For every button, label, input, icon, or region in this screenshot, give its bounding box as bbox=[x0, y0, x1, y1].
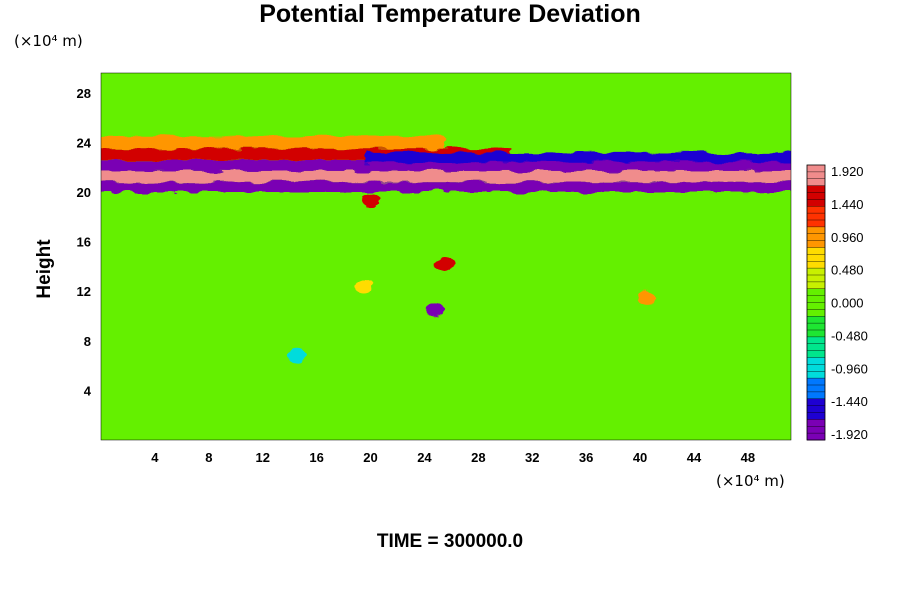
colorbar-segment bbox=[807, 199, 825, 207]
colorbar-segment bbox=[807, 302, 825, 310]
x-tick-label: 44 bbox=[687, 450, 702, 465]
colorbar-tick-label: -0.960 bbox=[831, 361, 868, 376]
colorbar-segment bbox=[807, 350, 825, 358]
colorbar-segment bbox=[807, 247, 825, 255]
colorbar-segment bbox=[807, 426, 825, 434]
y-tick-label: 12 bbox=[77, 284, 91, 299]
y-tick-label: 24 bbox=[77, 135, 92, 150]
x-tick-label: 16 bbox=[309, 450, 323, 465]
colorbar-segment bbox=[807, 171, 825, 180]
colorbar-segment bbox=[807, 240, 825, 248]
y-tick-label: 20 bbox=[77, 185, 91, 200]
colorbar-segment bbox=[807, 233, 825, 242]
x-axis-ticks: 4 8 12 16 20 24 28 32 36 40 44 48 bbox=[151, 450, 755, 465]
colorbar-tick-label: -1.440 bbox=[831, 394, 868, 409]
colorbar-segment bbox=[807, 330, 825, 338]
colorbar: 1.920 1.440 0.960 0.480 0.000 -0.480 -0.960 -1.… bbox=[806, 164, 868, 442]
heatmap-clip bbox=[101, 73, 791, 440]
y-tick-label: 16 bbox=[77, 235, 91, 250]
colorbar-segment bbox=[807, 405, 825, 413]
y-axis-ticks: 4 8 12 16 20 24 28 bbox=[77, 86, 92, 399]
heatmap-band bbox=[101, 159, 791, 171]
colorbar-segment bbox=[807, 268, 825, 276]
colorbar-segment bbox=[807, 433, 825, 441]
heatmap-blob bbox=[287, 348, 306, 363]
heatmap-area bbox=[100, 72, 792, 441]
colorbar-segment bbox=[807, 385, 825, 393]
colorbar-segment bbox=[807, 288, 825, 297]
heatmap-band bbox=[364, 152, 791, 163]
y-axis-unit: (×10⁴ m) bbox=[14, 32, 83, 50]
heatmap-background bbox=[101, 73, 791, 440]
colorbar-segment bbox=[807, 254, 825, 262]
x-tick-label: 4 bbox=[151, 450, 159, 465]
heatmap-blob bbox=[354, 278, 373, 293]
colorbar-segment bbox=[807, 309, 825, 317]
colorbar-segment bbox=[807, 412, 825, 420]
colorbar-segment bbox=[807, 185, 825, 193]
colorbar-segment bbox=[807, 226, 825, 235]
x-tick-label: 12 bbox=[255, 450, 269, 465]
colorbar-segment bbox=[807, 398, 825, 407]
colorbar-segment bbox=[807, 206, 825, 214]
chart-title: Potential Temperature Deviation bbox=[259, 0, 641, 28]
plot-frame bbox=[100, 72, 792, 441]
heatmap-band bbox=[101, 170, 791, 183]
colorbar-segment bbox=[807, 323, 825, 331]
x-tick-label: 40 bbox=[633, 450, 647, 465]
x-tick-label: 20 bbox=[363, 450, 377, 465]
colorbar-segment bbox=[807, 419, 825, 427]
x-axis-unit: (×10⁴ m) bbox=[716, 472, 785, 490]
y-tick-label: 8 bbox=[84, 334, 91, 349]
colorbar-segment bbox=[807, 336, 825, 345]
time-label: TIME = 300000.0 bbox=[376, 531, 524, 552]
colorbar-frame bbox=[806, 164, 826, 441]
heatmap-band bbox=[101, 136, 444, 149]
colorbar-segment bbox=[807, 178, 825, 187]
colorbar-tick-label: 1.920 bbox=[831, 164, 864, 179]
colorbar-tick-label: 0.000 bbox=[831, 296, 864, 311]
colorbar-tick-label: -0.480 bbox=[831, 328, 868, 343]
colorbar-segment bbox=[807, 261, 825, 269]
x-tick-label: 32 bbox=[525, 450, 539, 465]
colorbar-segment bbox=[807, 343, 825, 352]
heatmap-blob bbox=[435, 256, 454, 271]
colorbar-segment bbox=[807, 364, 825, 372]
colorbar-tick-label: 1.440 bbox=[831, 197, 864, 212]
x-tick-label: 24 bbox=[417, 450, 432, 465]
colorbar-segment bbox=[807, 391, 825, 400]
x-tick-label: 8 bbox=[205, 450, 212, 465]
x-tick-label: 48 bbox=[741, 450, 755, 465]
x-tick-label: 36 bbox=[579, 450, 593, 465]
heatmap-blob bbox=[426, 302, 445, 317]
y-tick-label: 28 bbox=[77, 86, 91, 101]
colorbar-segment bbox=[807, 275, 825, 283]
y-tick-label: 4 bbox=[84, 383, 92, 398]
x-tick-label: 28 bbox=[471, 450, 485, 465]
heatmap-blob bbox=[637, 290, 656, 305]
colorbar-segment bbox=[807, 281, 825, 290]
colorbar-tick-label: 0.480 bbox=[831, 263, 864, 278]
colorbar-segment bbox=[807, 357, 825, 365]
colorbar-tick-label: 0.960 bbox=[831, 230, 864, 245]
colorbar-segment bbox=[807, 165, 825, 173]
heatmap-band bbox=[101, 148, 512, 160]
colorbar-segment bbox=[807, 316, 825, 324]
colorbar-segment bbox=[807, 213, 825, 221]
heatmap-features bbox=[101, 136, 791, 363]
colorbar-segment bbox=[807, 371, 825, 379]
colorbar-tick-label: -1.920 bbox=[831, 427, 868, 442]
heatmap-band bbox=[101, 182, 791, 193]
heatmap-blob bbox=[361, 193, 380, 208]
colorbar-segment bbox=[807, 192, 825, 200]
colorbar-segment bbox=[807, 295, 825, 303]
colorbar-segment bbox=[807, 378, 825, 386]
colorbar-segment bbox=[807, 220, 825, 228]
